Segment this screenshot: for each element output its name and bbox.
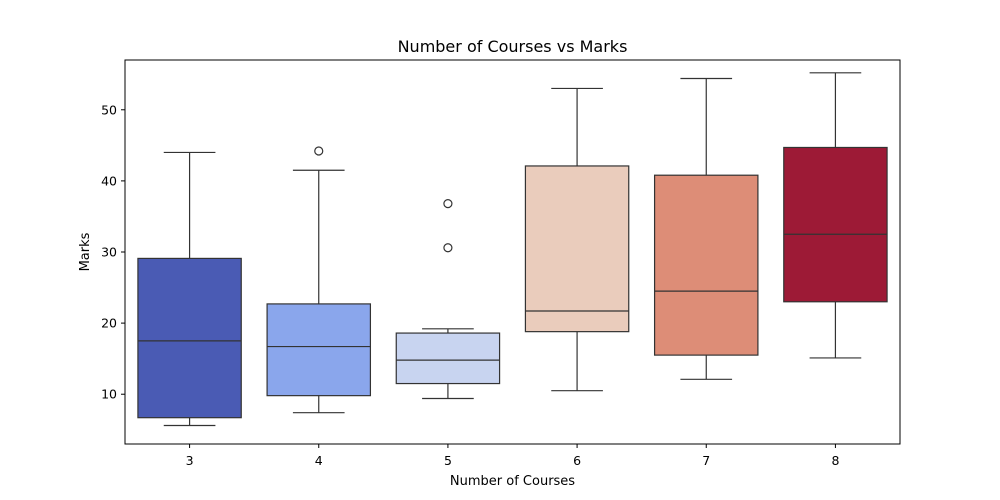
y-tick-label: 50	[101, 102, 117, 117]
box-group-4	[266, 146, 372, 414]
box-group-6	[524, 87, 630, 392]
box-group-3	[137, 151, 242, 427]
box-8	[783, 146, 888, 303]
x-tick-label: 3	[186, 453, 194, 468]
box-group-5	[395, 199, 501, 400]
box-4	[266, 303, 372, 397]
box-7	[653, 174, 759, 356]
box-group-7	[653, 77, 759, 380]
x-tick-label: 5	[444, 453, 452, 468]
plot-area	[137, 72, 888, 427]
y-axis-label: Marks	[78, 232, 93, 271]
outlier-point	[314, 146, 324, 156]
box-group-8	[783, 72, 888, 359]
chart-title: Number of Courses vs Marks	[398, 37, 628, 56]
x-tick-label: 8	[831, 453, 839, 468]
outlier-point	[443, 243, 453, 253]
box-5	[395, 332, 501, 385]
x-tick-label: 7	[702, 453, 710, 468]
y-tick-label: 20	[101, 316, 117, 331]
x-tick-label: 4	[315, 453, 323, 468]
x-axis-ticks: 3 4 5 6 7 8	[186, 444, 839, 468]
y-tick-label: 40	[101, 173, 117, 188]
box-6	[524, 165, 630, 333]
x-axis-label: Number of Courses	[450, 474, 575, 489]
y-tick-label: 10	[101, 387, 117, 402]
outlier-point	[443, 199, 453, 209]
y-tick-label: 30	[101, 245, 117, 260]
box-3	[137, 257, 242, 419]
y-axis-ticks: 10 20 30 40 50	[101, 102, 125, 402]
x-tick-label: 6	[573, 453, 581, 468]
